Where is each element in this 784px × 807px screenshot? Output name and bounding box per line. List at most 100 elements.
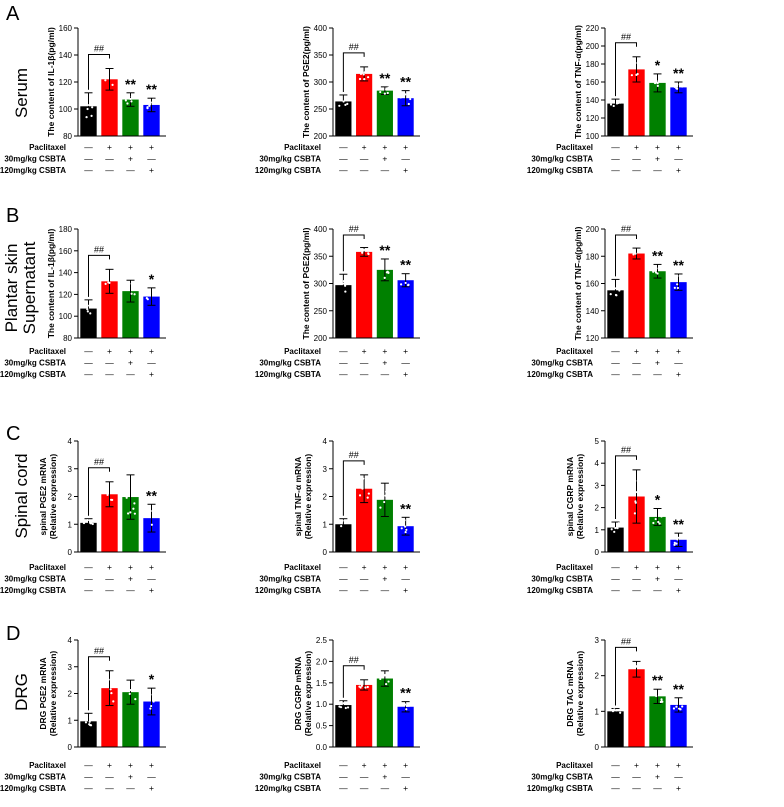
data-point: [640, 663, 643, 666]
treatment-label-30mg: 30mg/kg CSBTA: [4, 575, 66, 584]
significance-bracket: [615, 234, 637, 277]
data-point: [612, 104, 615, 108]
data-point: [385, 88, 388, 91]
data-point: [105, 489, 108, 492]
data-point: [613, 708, 616, 712]
bar: [80, 106, 97, 136]
minus-sign: —: [339, 772, 348, 782]
y-tick-label: 3: [323, 465, 328, 474]
treatment-label-paclitaxel: Paclitaxel: [284, 761, 321, 770]
data-point: [128, 95, 131, 98]
bar: [376, 269, 393, 338]
bar: [80, 721, 97, 747]
minus-sign: —: [84, 574, 93, 584]
minus-sign: —: [126, 165, 135, 175]
data-point: [619, 711, 622, 714]
data-point: [384, 490, 388, 493]
data-point: [106, 685, 109, 688]
data-point: [151, 693, 154, 696]
data-point: [676, 87, 679, 90]
data-point: [386, 674, 389, 677]
data-point: [404, 525, 407, 528]
hash-label: ##: [349, 450, 359, 460]
treatment-label-paclitaxel: Paclitaxel: [29, 563, 66, 572]
data-point: [89, 724, 93, 727]
plus-sign: +: [403, 369, 408, 379]
data-point: [134, 697, 137, 701]
plus-sign: +: [655, 142, 660, 152]
data-point: [387, 271, 390, 274]
data-point: [634, 252, 637, 255]
data-point: [86, 304, 89, 307]
treatment-label-paclitaxel: Paclitaxel: [556, 143, 593, 152]
data-point: [673, 543, 676, 546]
minus-sign: —: [105, 783, 114, 793]
data-point: [104, 72, 107, 75]
data-point: [404, 531, 407, 534]
minus-sign: —: [632, 165, 641, 175]
treatment-label-30mg: 30mg/kg CSBTA: [4, 359, 66, 368]
data-point: [634, 490, 638, 494]
y-tick-label: 0: [595, 743, 600, 752]
data-point: [125, 682, 129, 685]
data-point: [342, 702, 345, 705]
plus-sign: +: [634, 346, 639, 356]
data-point: [660, 266, 663, 269]
significance-bracket: [88, 254, 110, 297]
data-point: [359, 72, 363, 76]
significance-mark: **: [400, 500, 411, 516]
data-point: [366, 685, 369, 689]
data-point: [406, 275, 409, 278]
bar: [376, 90, 393, 136]
data-point: [407, 704, 411, 707]
y-tick-label: 160: [59, 247, 73, 256]
y-tick-label: 350: [314, 252, 328, 261]
data-point: [636, 662, 639, 665]
data-point: [674, 536, 678, 539]
data-point: [124, 99, 127, 102]
data-point: [149, 509, 152, 513]
plus-sign: +: [128, 772, 133, 782]
data-point: [146, 107, 149, 110]
bar: [628, 669, 645, 747]
data-point: [154, 506, 157, 509]
treatment-label-120mg: 120mg/kg CSBTA: [0, 784, 66, 793]
plus-sign: +: [107, 346, 112, 356]
bar: [143, 701, 160, 747]
hash-label: ##: [621, 224, 631, 234]
data-point: [660, 698, 663, 701]
minus-sign: —: [632, 772, 641, 782]
y-axis-label: spinal CGRP mRNA: [565, 457, 575, 537]
data-point: [618, 289, 621, 292]
plus-sign: +: [128, 760, 133, 770]
data-point: [656, 81, 659, 85]
treatment-label-30mg: 30mg/kg CSBTA: [531, 575, 593, 584]
minus-sign: —: [611, 142, 620, 152]
significance-mark: **: [673, 681, 684, 697]
data-point: [363, 78, 366, 81]
data-point: [631, 248, 634, 252]
y-tick-label: 1: [323, 520, 328, 529]
data-point: [660, 515, 663, 518]
significance-mark: **: [652, 672, 663, 688]
minus-sign: —: [84, 369, 93, 379]
plus-sign: +: [382, 346, 387, 356]
data-point: [407, 102, 410, 106]
minus-sign: —: [105, 772, 114, 782]
data-point: [405, 528, 408, 531]
minus-sign: —: [632, 783, 641, 793]
data-point: [86, 107, 89, 111]
bar: [143, 518, 160, 552]
y-tick-label: 1.5: [316, 679, 328, 688]
bar: [670, 704, 687, 747]
minus-sign: —: [653, 369, 662, 379]
data-point: [656, 272, 659, 275]
plus-sign: +: [107, 142, 112, 152]
y-tick-label: 300: [314, 280, 328, 289]
data-point: [385, 682, 388, 686]
data-point: [104, 79, 107, 82]
minus-sign: —: [381, 585, 390, 595]
hash-label: ##: [94, 44, 104, 54]
